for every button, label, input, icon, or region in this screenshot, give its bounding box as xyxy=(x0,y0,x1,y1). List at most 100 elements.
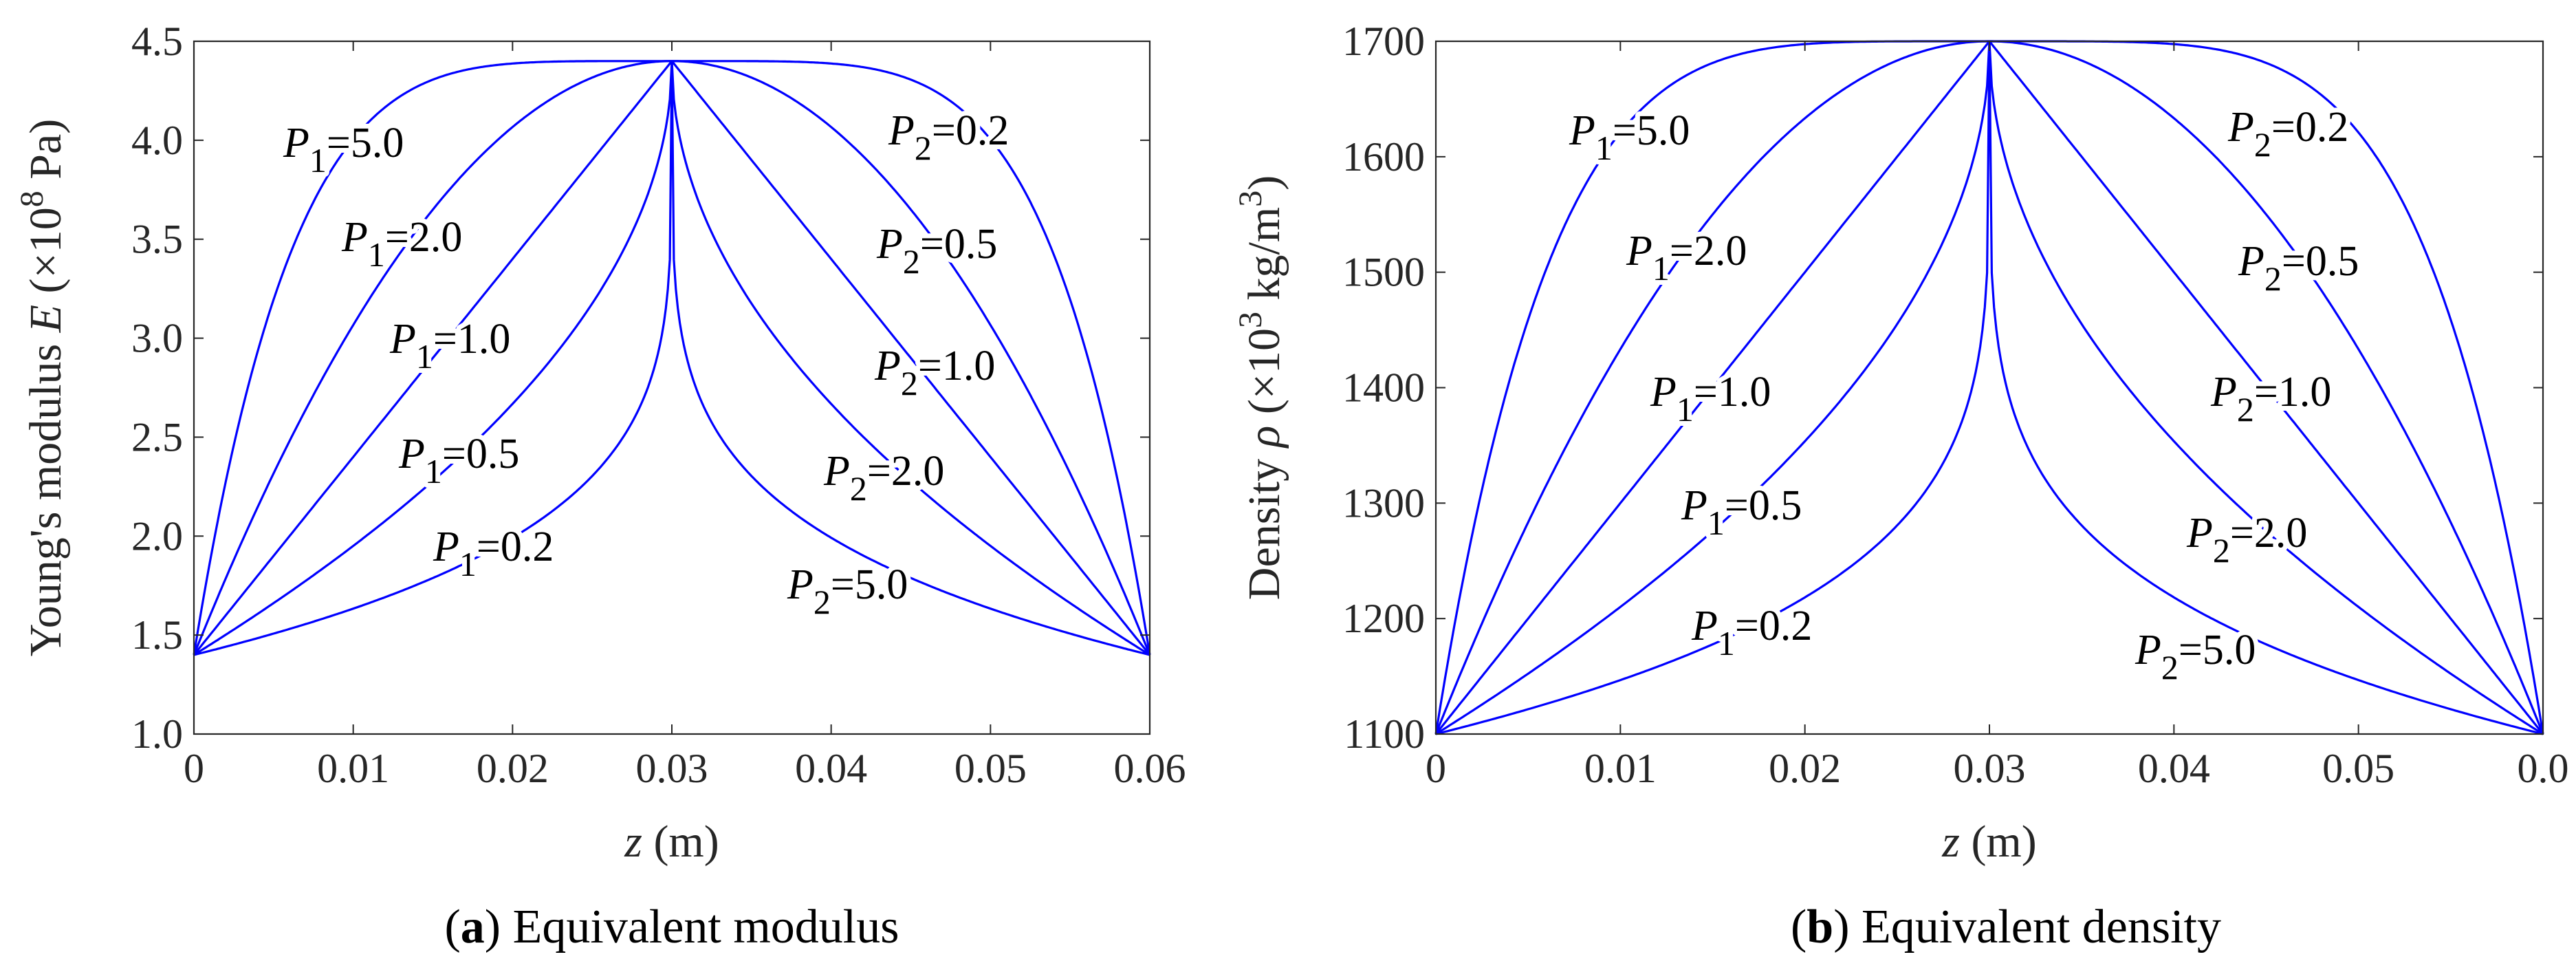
x-tick-label: 0.0 xyxy=(2518,746,2569,791)
label-var: P xyxy=(2186,510,2213,557)
y-tick-label: 3.0 xyxy=(131,316,183,361)
label-subscript: 1 xyxy=(1677,390,1694,429)
series-line-right-2 xyxy=(1988,41,2544,735)
label-subscript: 2 xyxy=(901,364,918,402)
series-label-left-1: P1=1.0 xyxy=(1650,369,1771,429)
series-label-right-1: P2=1.0 xyxy=(874,343,995,402)
caption-letter: b xyxy=(1807,901,1833,953)
label-subscript: 1 xyxy=(459,545,477,583)
label-var: P xyxy=(2227,104,2254,151)
label-var: P xyxy=(823,448,850,495)
series-line-left-5 xyxy=(193,60,672,656)
y-axis-var: ρ xyxy=(1239,426,1289,449)
y-axis-unit-mid: kg/m xyxy=(1239,207,1289,312)
series-label-right-0-2: P2=0.2 xyxy=(888,107,1009,167)
series-label-left-2: P1=2.0 xyxy=(1626,228,1747,288)
x-tick-label: 0.06 xyxy=(1114,746,1186,791)
y-tick-label: 4.5 xyxy=(131,19,183,64)
label-subscript: 1 xyxy=(309,141,327,180)
series-line-right-5 xyxy=(670,61,1150,656)
y-axis-var: E xyxy=(21,305,71,333)
label-var: P xyxy=(283,120,309,166)
label-subscript: 2 xyxy=(2254,125,2271,164)
chart-panel-b: P1=5.0P1=2.0P1=1.0P1=0.5P1=0.2P2=0.2P2=0… xyxy=(1232,19,2569,953)
y-tick-label: 1.5 xyxy=(131,612,183,658)
label-var: P xyxy=(341,214,368,261)
y-axis-exponent: 3 xyxy=(1232,312,1269,328)
label-var: P xyxy=(874,343,901,389)
y-tick-label: 4.0 xyxy=(131,118,183,163)
label-subscript: 2 xyxy=(2264,259,2282,298)
label-var: P xyxy=(2135,627,2161,673)
series-label-left-0-2: P1=0.2 xyxy=(1691,603,1812,662)
x-axis-unit: (m) xyxy=(1960,817,2037,867)
x-tick-label: 0.03 xyxy=(636,746,708,791)
y-tick-label: 1500 xyxy=(1342,250,1425,295)
y-tick-label: 1300 xyxy=(1342,480,1425,526)
label-subscript: 2 xyxy=(915,129,932,167)
label-subscript: 2 xyxy=(850,469,867,508)
series-line-right-1 xyxy=(1988,40,2544,735)
series-label-right-0-5: P2=0.5 xyxy=(2238,238,2359,298)
y-tick-label: 2.5 xyxy=(131,414,183,460)
label-subscript: 2 xyxy=(2237,390,2254,429)
series-label-left-1: P1=1.0 xyxy=(389,316,510,376)
series-label-right-2: P2=2.0 xyxy=(2186,510,2307,570)
y-axis-label: Density ρ (×103 kg/m3) xyxy=(1232,175,1289,600)
label-var: P xyxy=(1681,482,1707,529)
series-line-left-0-5 xyxy=(1435,41,1991,735)
y-tick-label: 1.0 xyxy=(131,711,183,757)
x-axis-label: z (m) xyxy=(624,817,719,867)
y-tick-label: 3.5 xyxy=(131,217,183,262)
label-subscript: 1 xyxy=(416,337,433,376)
label-value: =1.0 xyxy=(918,343,995,389)
label-var: P xyxy=(2210,369,2237,416)
series-line-left-2 xyxy=(193,60,672,656)
series-label-right-1: P2=1.0 xyxy=(2210,369,2331,429)
series-line-left-1 xyxy=(193,60,673,656)
y-tick-label: 2.0 xyxy=(131,513,183,559)
label-value: =2.0 xyxy=(867,448,944,495)
series-label-right-5: P2=5.0 xyxy=(787,561,908,621)
x-tick-label: 0 xyxy=(184,746,204,791)
series-label-right-2: P2=2.0 xyxy=(823,448,944,508)
series-label-left-0-2: P1=0.2 xyxy=(433,524,554,583)
series-label-left-0-5: P1=0.5 xyxy=(398,431,519,491)
label-subscript: 2 xyxy=(2213,531,2230,570)
series-label-left-2: P1=2.0 xyxy=(341,214,462,274)
x-tick-label: 0.01 xyxy=(1584,746,1657,791)
label-value: =0.2 xyxy=(2271,104,2348,151)
x-tick-label: 0 xyxy=(1426,746,1446,791)
series-line-left-0-2 xyxy=(1435,41,1991,735)
label-subscript: 2 xyxy=(903,242,920,281)
label-var: P xyxy=(398,431,425,477)
y-axis-exponent-2: 3 xyxy=(1232,191,1269,207)
x-axis-label: z (m) xyxy=(1941,817,2036,867)
label-var: P xyxy=(1626,228,1652,274)
label-value: =0.5 xyxy=(920,221,997,268)
label-var: P xyxy=(433,524,459,570)
series-label-left-0-5: P1=0.5 xyxy=(1681,482,1802,542)
label-subscript: 1 xyxy=(1707,504,1725,542)
y-axis-unit-end: Pa) xyxy=(21,119,71,191)
label-var: P xyxy=(2238,238,2264,285)
caption-paren-open: ( xyxy=(444,901,460,953)
x-tick-label: 0.02 xyxy=(1769,746,1841,791)
y-axis-label: Young's modulus E (×108 Pa) xyxy=(14,119,71,657)
panel-caption: (b) Equivalent density xyxy=(1791,901,2221,953)
label-value: =0.5 xyxy=(2282,238,2359,285)
series-line-right-0-5 xyxy=(1989,40,2544,735)
series-line-right-0-2 xyxy=(672,60,1151,656)
label-var: P xyxy=(876,221,903,268)
y-axis-unit: (×10 xyxy=(21,207,71,305)
y-tick-label: 1400 xyxy=(1342,365,1425,411)
y-tick-label: 1600 xyxy=(1342,134,1425,180)
series-line-left-0-2 xyxy=(193,61,673,656)
x-axis-var: z xyxy=(624,817,642,867)
label-subscript: 2 xyxy=(814,583,831,621)
x-axis-unit: (m) xyxy=(642,817,719,867)
caption-letter: a xyxy=(461,901,485,953)
caption-paren-close: ) xyxy=(485,901,501,953)
label-value: =1.0 xyxy=(1694,369,1771,416)
caption-paren-open: ( xyxy=(1791,901,1807,953)
